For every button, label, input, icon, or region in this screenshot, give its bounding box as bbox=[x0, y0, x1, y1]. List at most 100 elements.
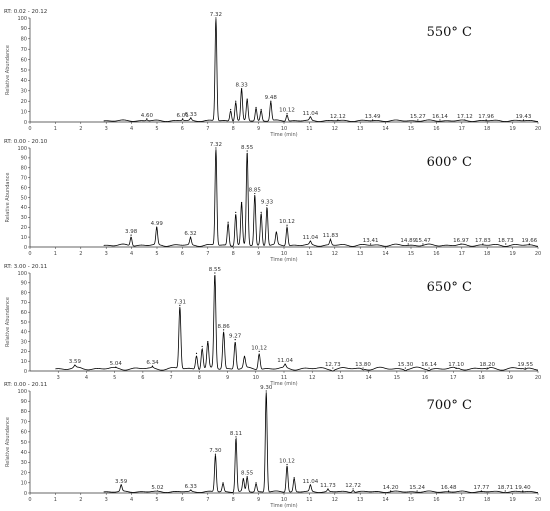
peak-label: 19.40 bbox=[515, 485, 531, 491]
peak-point bbox=[524, 367, 526, 369]
y-tick-label: 10 bbox=[21, 359, 27, 365]
y-tick-label: 30 bbox=[21, 215, 27, 221]
panel-4: RT: 0.00 - 20.11 0 10 20 30 40 50 60 70 80 90 100 0 1… bbox=[4, 382, 541, 509]
peak-point bbox=[522, 119, 525, 121]
x-tick-label: 16 bbox=[433, 251, 439, 257]
peak-point bbox=[416, 490, 418, 492]
y-tick-label: 50 bbox=[21, 68, 27, 74]
peak-point bbox=[293, 477, 295, 479]
peak-label: 11.04 bbox=[277, 358, 293, 364]
y-tick-label: 90 bbox=[21, 281, 27, 287]
peak-point bbox=[189, 236, 192, 238]
peak-label: 8.86 bbox=[217, 324, 230, 330]
peak-label: 18.71 bbox=[497, 485, 513, 491]
peak-point bbox=[179, 304, 181, 306]
y-tick-label: 30 bbox=[21, 460, 27, 466]
peak-label: 9.27 bbox=[229, 334, 242, 340]
x-axis-label-4: Time (min) bbox=[269, 503, 297, 509]
peak-point bbox=[260, 211, 262, 213]
y-tick-label: 10 bbox=[21, 109, 27, 115]
x-tick-label: 0 bbox=[28, 497, 31, 503]
peak-label: 18.20 bbox=[479, 362, 495, 368]
peak-point bbox=[337, 119, 339, 121]
peak-point bbox=[207, 341, 209, 343]
peak-label: 8.33 bbox=[235, 83, 248, 89]
x-tick-label: 19 bbox=[509, 126, 515, 132]
x-tick-label: 19 bbox=[509, 497, 515, 503]
peak-label: 12.12 bbox=[330, 114, 346, 120]
x-tick-label: 9 bbox=[257, 126, 260, 132]
y-tick-label: 50 bbox=[21, 320, 27, 326]
chromatogram-trace-4 bbox=[103, 392, 539, 493]
peak-label: 6.33 bbox=[185, 484, 198, 490]
y-tick-label: 70 bbox=[21, 47, 27, 53]
peak-point bbox=[242, 478, 244, 480]
x-tick-label: 6 bbox=[181, 126, 184, 132]
peak-point bbox=[234, 339, 236, 341]
temperature-label-3: 650° C bbox=[427, 280, 472, 295]
peak-label: 6.32 bbox=[184, 231, 196, 237]
peak-label: 7.32 bbox=[210, 12, 222, 18]
peak-point bbox=[464, 119, 466, 121]
x-tick-label: 0 bbox=[28, 251, 31, 257]
y-tick-label: 0 bbox=[24, 369, 27, 375]
x-tick-label: 20 bbox=[535, 251, 541, 257]
peak-point bbox=[486, 367, 488, 369]
peak-label: 8.85 bbox=[249, 188, 262, 194]
x-tick-label: 17 bbox=[459, 251, 465, 257]
peak-point bbox=[240, 88, 243, 90]
peak-label: 17.12 bbox=[457, 114, 473, 120]
y-tick-label: 70 bbox=[21, 300, 27, 306]
y-tick-label: 60 bbox=[21, 430, 27, 436]
x-tick-label: 19 bbox=[509, 251, 515, 257]
peak-label: 10.12 bbox=[279, 108, 295, 114]
chromatogram-trace-1 bbox=[103, 18, 539, 122]
peak-label: 16.48 bbox=[441, 485, 457, 491]
peak-label: 17.83 bbox=[475, 238, 491, 244]
peak-label: 12.72 bbox=[345, 483, 361, 489]
peak-label: 11.04 bbox=[303, 111, 319, 117]
y-tick-label: 10 bbox=[21, 481, 27, 487]
x-tick-label: 9 bbox=[226, 375, 229, 381]
x-tick-label: 15 bbox=[408, 251, 414, 257]
peak-point bbox=[404, 367, 406, 369]
y-tick-label: 50 bbox=[21, 195, 27, 201]
x-tick-label: 15 bbox=[408, 497, 414, 503]
y-tick-label: 80 bbox=[21, 37, 27, 43]
temperature-label-4: 700° C bbox=[427, 398, 472, 413]
peak-point bbox=[329, 238, 332, 240]
peak-label: 10.12 bbox=[251, 345, 267, 351]
y-tick-label: 80 bbox=[21, 409, 27, 415]
peak-point bbox=[275, 231, 277, 233]
peak-point bbox=[156, 226, 158, 228]
x-tick-label: 2 bbox=[79, 251, 82, 257]
peak-point bbox=[235, 436, 237, 438]
y-axis-label-1: Relative Abundance bbox=[5, 45, 11, 95]
peak-label: 8.55 bbox=[241, 145, 254, 151]
peak-point bbox=[352, 488, 354, 490]
x-tick-label: 12 bbox=[309, 375, 315, 381]
y-tick-label: 80 bbox=[21, 290, 27, 296]
peak-label: 15.24 bbox=[409, 485, 425, 491]
peak-label: 16.14 bbox=[421, 362, 437, 368]
peak-label: 6.33 bbox=[185, 112, 198, 118]
peak-point bbox=[528, 243, 530, 245]
peak-point bbox=[407, 243, 409, 245]
peak-point bbox=[246, 150, 248, 152]
peak-label: 14.89 bbox=[400, 238, 416, 244]
peak-point bbox=[258, 350, 260, 352]
x-tick-label: 14 bbox=[382, 251, 388, 257]
x-tick-label: 6 bbox=[181, 497, 184, 503]
y-tick-label: 40 bbox=[21, 330, 27, 336]
peak-point bbox=[447, 490, 450, 492]
y-tick-label: 20 bbox=[21, 225, 27, 231]
x-tick-label: 4 bbox=[130, 497, 133, 503]
x-tick-label: 5 bbox=[113, 375, 116, 381]
y-tick-label: 100 bbox=[17, 16, 27, 22]
rt-range-4: RT: 0.00 - 20.11 bbox=[4, 382, 47, 388]
x-tick-label: 5 bbox=[155, 497, 158, 503]
peak-point bbox=[460, 243, 462, 245]
y-tick-label: 30 bbox=[21, 339, 27, 345]
peak-point bbox=[286, 224, 288, 226]
peak-label: 15.27 bbox=[410, 114, 426, 120]
